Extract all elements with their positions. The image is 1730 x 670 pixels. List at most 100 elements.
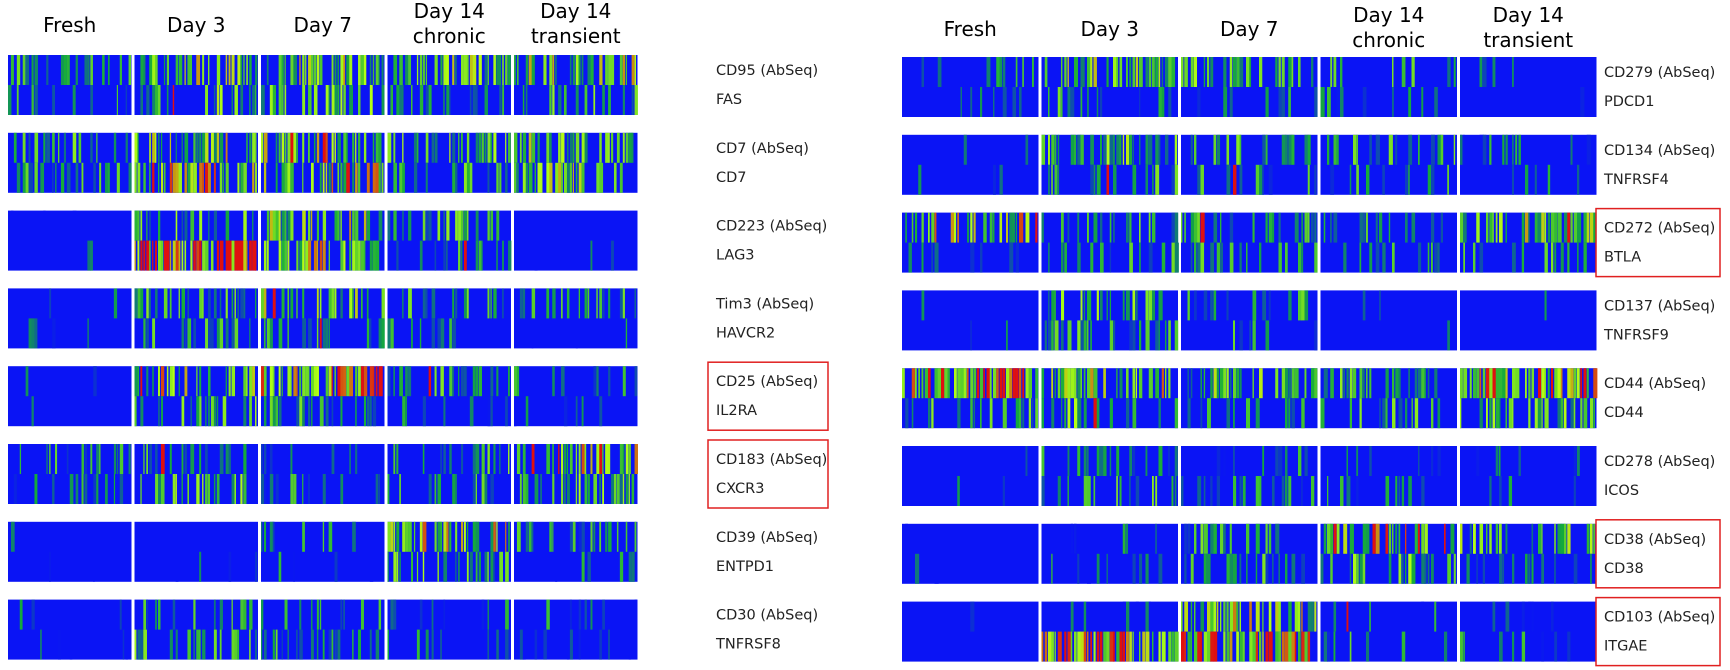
- heatmap-strip: [608, 55, 612, 85]
- heatmap-strip: [243, 396, 247, 427]
- heatmap-strip: [313, 366, 318, 397]
- heatmap-strip: [1272, 476, 1275, 506]
- heatmap-strip: [519, 288, 523, 319]
- heatmap-strip: [1320, 398, 1325, 429]
- heatmap-strip: [1103, 446, 1107, 476]
- heatmap-strip: [1015, 212, 1018, 243]
- heatmap-strip: [96, 444, 100, 474]
- heatmap-strip: [1431, 212, 1435, 243]
- heatmap-strip: [16, 162, 21, 193]
- heatmap-strip: [205, 318, 209, 349]
- heatmap-strip: [1583, 242, 1587, 273]
- heatmap-strip: [1388, 523, 1392, 554]
- heatmap-strip: [1239, 631, 1244, 662]
- heatmap-strip: [1421, 87, 1424, 117]
- heatmap-strip: [119, 55, 122, 85]
- heatmap-strip: [599, 521, 602, 552]
- heatmap-strip: [555, 55, 557, 85]
- heatmap-strip: [1190, 57, 1194, 87]
- heatmap-strip: [1006, 320, 1008, 351]
- heatmap-strip: [1103, 368, 1106, 399]
- heatmap-strip: [1239, 164, 1243, 195]
- heatmap-strip: [193, 318, 196, 349]
- heatmap-strip: [1074, 368, 1077, 399]
- heatmap-strip: [1418, 242, 1422, 273]
- heatmap-strip: [1226, 553, 1230, 584]
- heatmap-strip: [305, 55, 307, 85]
- heatmap-strip: [1431, 553, 1434, 584]
- heatmap-strip: [1083, 398, 1087, 429]
- heatmap-strip: [1129, 134, 1132, 165]
- heatmap-strip: [302, 132, 305, 163]
- heatmap-strip: [983, 368, 985, 399]
- heatmap-strip: [184, 55, 186, 85]
- heatmap-strip: [52, 162, 54, 193]
- heatmap-strip: [316, 288, 319, 319]
- heatmap-strip: [399, 162, 403, 193]
- heatmap-strip: [184, 210, 188, 241]
- heatmap-strip: [263, 318, 266, 349]
- heatmap-strip: [387, 210, 391, 241]
- heatmap-strip: [290, 366, 292, 397]
- heatmap-strip: [290, 210, 294, 241]
- heatmap-strip: [355, 396, 357, 427]
- heatmap-strip: [1385, 523, 1389, 554]
- heatmap-strip: [1541, 523, 1543, 554]
- heatmap-strip: [178, 162, 182, 193]
- heatmap-strip: [1093, 398, 1098, 429]
- heatmap-strip: [522, 288, 526, 319]
- heatmap-strip: [487, 288, 490, 319]
- heatmap-strip: [228, 366, 231, 397]
- heatmap-strip: [149, 210, 151, 241]
- heatmap-strip: [1203, 523, 1208, 554]
- heatmap-strip: [1041, 398, 1044, 429]
- heatmap-strip: [1145, 134, 1149, 165]
- heatmap-strip: [96, 132, 98, 163]
- heatmap-strip: [1067, 476, 1069, 506]
- protein-label: CD30 (AbSeq): [716, 608, 818, 624]
- heatmap-strip: [155, 132, 157, 163]
- heatmap-strip: [584, 288, 587, 319]
- heatmap-strip: [619, 474, 624, 504]
- heatmap-strip: [1564, 87, 1567, 117]
- heatmap-strip: [93, 551, 95, 582]
- heatmap-strip: [1126, 601, 1130, 632]
- heatmap-strip: [158, 210, 161, 241]
- heatmap-strip: [284, 599, 288, 630]
- heatmap-strip: [219, 599, 223, 630]
- heatmap-strip: [487, 396, 491, 427]
- heatmap-strip: [1100, 446, 1104, 476]
- heatmap-strip: [408, 521, 412, 552]
- heatmap-strip: [986, 368, 991, 399]
- heatmap-strip: [1580, 398, 1583, 429]
- heatmap-strip: [334, 288, 337, 319]
- heatmap-strip: [1233, 164, 1237, 195]
- heatmap-strip: [87, 318, 89, 349]
- heatmap-strip: [231, 85, 233, 115]
- heatmap-strip: [1006, 368, 1010, 399]
- heatmap-strip: [458, 551, 460, 582]
- heatmap-strip: [331, 162, 334, 193]
- heatmap-strip: [487, 629, 489, 660]
- heatmap-strip: [434, 521, 437, 552]
- heatmap-strip: [1418, 446, 1420, 476]
- heatmap-strip: [522, 444, 526, 474]
- heatmap-strip: [1330, 57, 1333, 87]
- heatmap-strip: [1025, 368, 1029, 399]
- heatmap-strip: [366, 162, 370, 193]
- heatmap-strip: [219, 240, 224, 271]
- heatmap-strip: [1388, 212, 1391, 243]
- heatmap-strip: [1346, 368, 1349, 399]
- heatmap-strip: [531, 521, 534, 552]
- heatmap-strip: [1090, 631, 1092, 662]
- heatmap-strip: [390, 85, 394, 115]
- heatmap-strip: [1434, 242, 1439, 273]
- heatmap-strip: [1009, 368, 1013, 399]
- heatmap-strip: [1190, 134, 1193, 165]
- heatmap-strip: [1359, 398, 1362, 429]
- heatmap-strip: [1405, 398, 1408, 429]
- heatmap-strip: [272, 396, 277, 427]
- heatmap-strip: [449, 444, 452, 474]
- heatmap-strip: [1392, 398, 1396, 429]
- heatmap-strip: [346, 55, 350, 85]
